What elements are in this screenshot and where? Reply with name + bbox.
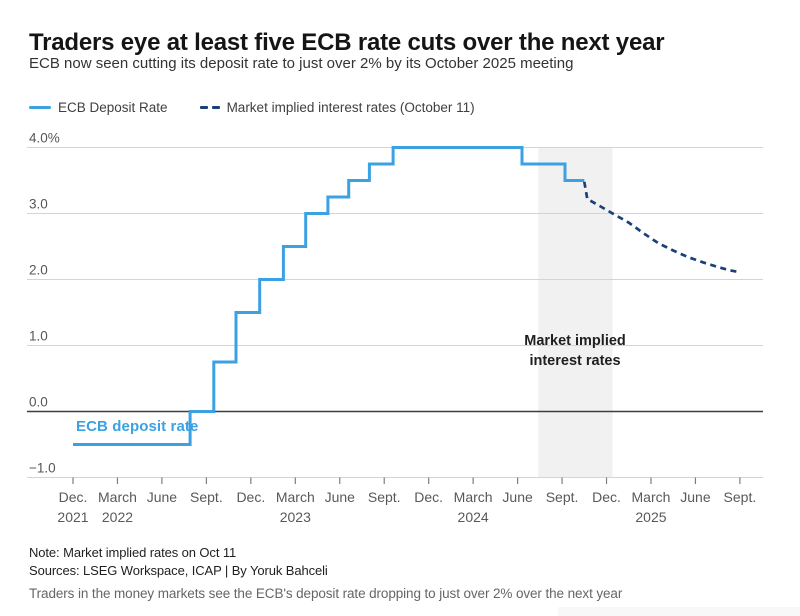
y-axis-label: 0.0 xyxy=(29,395,48,410)
y-axis-label: 3.0 xyxy=(29,197,48,212)
x-axis-year-label: 2021 xyxy=(57,509,88,525)
x-axis-year-label: 2022 xyxy=(102,509,133,525)
x-axis-month-label: Sept. xyxy=(724,489,757,505)
x-axis-month-label: Dec. xyxy=(59,489,88,505)
x-axis-month-label: March xyxy=(98,489,137,505)
y-axis-label: −1.0 xyxy=(29,461,56,476)
legend-item-deposit-rate: ECB Deposit Rate xyxy=(29,100,168,115)
y-axis-label: 4.0% xyxy=(29,131,60,146)
note-text: Note: Market implied rates on Oct 11 xyxy=(29,545,237,560)
legend-label-implied-rates: Market implied interest rates (October 1… xyxy=(226,100,475,115)
x-axis-month-label: March xyxy=(276,489,315,505)
deposit-rate-line xyxy=(73,146,585,446)
x-axis-month-label: Dec. xyxy=(592,489,621,505)
bottom-edge-shade xyxy=(558,607,800,616)
deposit-rate-annotation: ECB deposit rate xyxy=(76,418,199,435)
y-axis-label: 1.0 xyxy=(29,329,48,344)
x-axis-month-label: June xyxy=(325,489,356,505)
y-axis-label: 2.0 xyxy=(29,263,48,278)
chart-subtitle: ECB now seen cutting its deposit rate to… xyxy=(29,55,574,72)
x-axis-month-label: June xyxy=(502,489,533,505)
x-axis-month-label: Sept. xyxy=(546,489,579,505)
implied-rates-annotation-line1: Market implied xyxy=(524,333,626,349)
highlight-band xyxy=(538,148,613,478)
x-axis-month-label: June xyxy=(147,489,178,505)
x-axis-month-label: Dec. xyxy=(236,489,265,505)
dashed-line-swatch-icon xyxy=(199,106,220,109)
x-axis-month-label: March xyxy=(454,489,493,505)
implied-rates-annotation-line2: interest rates xyxy=(529,353,621,369)
x-axis-month-label: June xyxy=(680,489,711,505)
page-title: Traders eye at least five ECB rate cuts … xyxy=(29,29,665,57)
legend-label-deposit-rate: ECB Deposit Rate xyxy=(58,100,168,115)
caption-text: Traders in the money markets see the ECB… xyxy=(29,586,623,601)
implied-rates-annotation: Market implied interest rates xyxy=(503,331,647,371)
x-axis-month-label: Sept. xyxy=(368,489,401,505)
x-axis-month-label: Dec. xyxy=(414,489,443,505)
x-axis-year-label: 2025 xyxy=(635,509,666,525)
legend-item-implied-rates: Market implied interest rates (October 1… xyxy=(199,100,475,115)
solid-line-swatch-icon xyxy=(29,106,51,109)
x-axis-month-label: Sept. xyxy=(190,489,223,505)
x-axis-year-label: 2024 xyxy=(458,509,489,525)
legend: ECB Deposit Rate Market implied interest… xyxy=(29,100,475,115)
sources-text: Sources: LSEG Workspace, ICAP | By Yoruk… xyxy=(29,563,328,578)
x-axis-year-label: 2023 xyxy=(280,509,311,525)
x-axis-month-label: March xyxy=(632,489,671,505)
